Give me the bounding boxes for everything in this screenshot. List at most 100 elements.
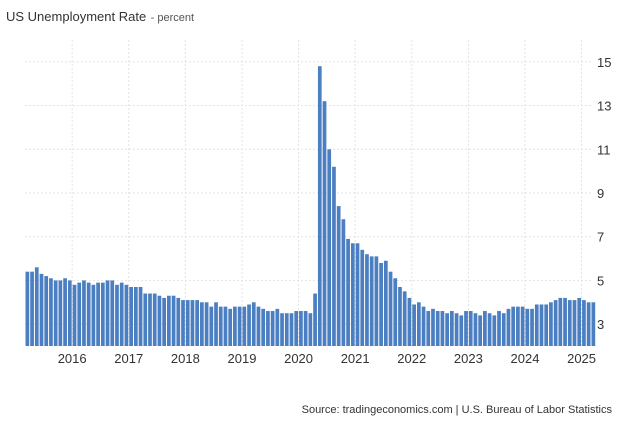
data-bar — [473, 313, 478, 346]
data-bar — [511, 306, 516, 346]
data-bar — [299, 311, 303, 346]
x-tick-label: 2018 — [171, 351, 200, 366]
data-bar — [223, 306, 228, 346]
data-bar — [176, 297, 181, 346]
data-bar — [152, 293, 157, 346]
data-bar — [435, 311, 440, 346]
data-bar — [181, 300, 185, 346]
data-bar — [506, 308, 511, 346]
x-tick-label: 2022 — [397, 351, 426, 366]
data-bar — [39, 273, 44, 346]
data-bar — [289, 313, 294, 346]
data-bar — [190, 300, 195, 346]
data-bar — [355, 243, 360, 346]
x-tick-label: 2020 — [284, 351, 313, 366]
y-tick-label: 5 — [597, 273, 604, 288]
chart-title: US Unemployment Rate — [6, 9, 147, 24]
data-bar — [317, 66, 322, 346]
data-bar — [516, 306, 520, 346]
data-bar — [450, 311, 454, 346]
data-bar — [313, 293, 317, 346]
data-bar — [195, 300, 200, 346]
data-bar — [72, 284, 77, 346]
data-bar — [294, 311, 299, 346]
data-bar — [350, 243, 355, 346]
data-bar — [148, 293, 152, 346]
data-bar — [369, 256, 374, 346]
data-bar — [336, 206, 341, 346]
data-bar — [214, 302, 218, 346]
data-bar — [383, 260, 388, 346]
data-bar — [459, 315, 464, 346]
data-bar — [58, 280, 63, 346]
data-bar — [478, 315, 483, 346]
data-bar — [129, 286, 133, 346]
data-bar — [402, 291, 407, 346]
data-bar — [119, 282, 124, 346]
data-bar — [454, 313, 459, 346]
data-bar — [185, 300, 190, 346]
data-bar — [261, 308, 266, 346]
x-tick-label: 2025 — [567, 351, 596, 366]
chart-subtitle: percent — [157, 12, 195, 24]
data-bar — [284, 313, 289, 346]
data-bar — [115, 284, 119, 346]
data-bar — [256, 306, 261, 346]
data-bar — [157, 295, 162, 346]
data-bar — [567, 300, 572, 346]
data-bar — [393, 278, 398, 346]
x-tick-label: 2023 — [454, 351, 483, 366]
x-tick-label: 2024 — [511, 351, 540, 366]
data-bar — [237, 306, 242, 346]
data-bar — [100, 282, 105, 346]
data-bar — [374, 256, 379, 346]
data-bar — [346, 238, 350, 346]
x-tick-label: 2017 — [114, 351, 143, 366]
data-bar — [218, 306, 223, 346]
data-bar — [577, 297, 582, 346]
data-bar — [407, 297, 412, 346]
data-bar — [247, 304, 251, 346]
data-bar — [412, 304, 416, 346]
data-bar — [558, 297, 563, 346]
data-bar — [204, 302, 209, 346]
source-note: Source: tradingeconomics.com | U.S. Bure… — [301, 404, 612, 416]
data-bar — [426, 311, 431, 346]
data-bar — [341, 219, 346, 346]
data-bar — [251, 302, 256, 346]
data-bar — [86, 282, 91, 346]
data-bar — [49, 278, 53, 346]
x-tick-label: 2021 — [341, 351, 370, 366]
data-bar — [416, 302, 421, 346]
data-bar — [167, 295, 171, 346]
data-bar — [534, 304, 539, 346]
data-bar — [77, 282, 82, 346]
data-bar — [445, 313, 449, 346]
data-bar — [275, 308, 280, 346]
data-bar — [586, 302, 591, 346]
data-bar — [421, 306, 426, 346]
data-bar — [525, 308, 530, 346]
data-bar — [200, 302, 204, 346]
data-bar — [53, 280, 58, 346]
data-bar — [91, 284, 96, 346]
y-tick-label: 13 — [597, 99, 611, 114]
chart-title-row: US Unemployment Rate - percent — [6, 8, 194, 26]
data-bar — [96, 282, 100, 346]
data-bar — [82, 280, 86, 346]
chart-subtitle-separator: - — [150, 12, 158, 24]
data-bar — [34, 267, 39, 346]
y-tick-label: 3 — [597, 317, 604, 332]
data-bar — [501, 313, 506, 346]
data-bar — [591, 302, 596, 346]
data-bar — [209, 306, 214, 346]
data-bar — [497, 311, 501, 346]
data-bar — [110, 280, 115, 346]
data-bar — [327, 149, 332, 346]
data-bar — [468, 311, 473, 346]
data-bar — [398, 286, 402, 346]
data-bar — [138, 286, 143, 346]
data-bar — [544, 304, 549, 346]
data-bar — [365, 254, 369, 346]
